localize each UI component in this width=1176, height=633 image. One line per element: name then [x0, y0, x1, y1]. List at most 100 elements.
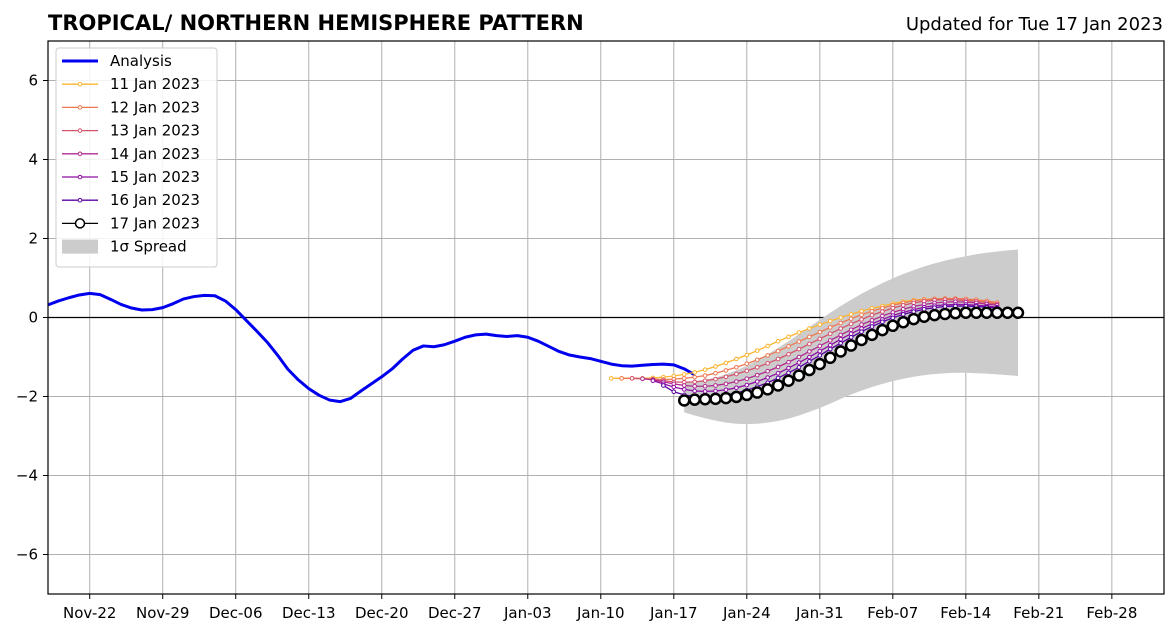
legend-swatch-marker: [77, 197, 83, 203]
forecast-point: [980, 306, 993, 320]
forecast-point: [650, 378, 656, 384]
x-tick-label: Feb-21: [1013, 604, 1064, 622]
forecast-point: [723, 381, 729, 387]
forecast-point: [817, 336, 823, 342]
forecast-point: [838, 340, 843, 346]
forecast-point: [775, 364, 781, 370]
forecast-point: [692, 370, 697, 375]
forecast-point: [796, 360, 802, 365]
legend-swatch-marker: [77, 81, 83, 87]
forecast-point: [859, 317, 864, 322]
forecast-point: [900, 312, 906, 317]
forecast-point: [771, 379, 785, 392]
x-tick-label: Nov-29: [136, 604, 189, 622]
forecast-point: [765, 375, 770, 380]
forecast-point: [796, 346, 802, 352]
forecast-point: [723, 368, 729, 373]
forecast-point: [813, 357, 827, 371]
forecast-point: [744, 368, 750, 374]
legend-label: 11 Jan 2023: [110, 75, 200, 93]
forecast-point: [723, 360, 729, 366]
forecast-point: [827, 346, 833, 352]
x-tick-label: Jan-31: [795, 604, 844, 622]
forecast-point: [807, 334, 812, 340]
forecast-point: [900, 302, 906, 308]
forecast-point: [765, 361, 770, 366]
forecast-point: [886, 319, 900, 333]
forecast-point: [990, 306, 1004, 320]
x-tick-label: Feb-14: [940, 604, 991, 622]
y-tick-label: 4: [28, 151, 38, 169]
forecast-point: [938, 307, 952, 321]
forecast-point: [880, 319, 885, 325]
y-tick-label: 2: [28, 230, 38, 248]
forecast-point: [671, 384, 677, 390]
forecast-point: [702, 383, 708, 389]
forecast-point: [844, 339, 858, 352]
forecast-point: [827, 338, 833, 343]
forecast-point: [817, 348, 823, 354]
forecast-point: [640, 376, 645, 382]
legend-label: 15 Jan 2023: [110, 168, 200, 186]
forecast-point: [692, 388, 697, 394]
forecast-point: [744, 361, 750, 367]
forecast-point: [713, 388, 718, 394]
y-tick-label: −4: [16, 467, 38, 485]
forecast-point: [761, 383, 774, 396]
forecast-point: [765, 353, 770, 358]
legend-label: 17 Jan 2023: [110, 214, 200, 232]
x-tick-label: Jan-10: [576, 604, 625, 622]
forecast-point: [970, 306, 983, 320]
forecast-point: [713, 376, 718, 382]
legend-label: Analysis: [110, 52, 172, 70]
forecast-point: [838, 332, 843, 338]
forecast-point: [775, 348, 781, 354]
x-tick-label: Jan-03: [503, 604, 552, 622]
plot-area: Nov-22 Nov-29 Dec-06 Dec-13 Dec-20 Dec-27 Jan-…: [16, 40, 1165, 622]
forecast-point: [681, 383, 687, 388]
x-tick-label: Jan-17: [649, 604, 698, 622]
forecast-point: [754, 379, 760, 384]
forecast-point: [786, 334, 791, 340]
forecast-point: [754, 357, 760, 363]
y-tick-label: 6: [28, 72, 38, 90]
forecast-point: [608, 376, 614, 381]
forecast-point: [702, 389, 708, 394]
forecast-point: [865, 328, 879, 342]
forecast-point: [734, 364, 739, 370]
forecast-point: [848, 327, 854, 333]
forecast-point: [855, 333, 868, 347]
y-tick-label: −6: [16, 546, 38, 564]
forecast-point: [754, 348, 760, 353]
forecast-point: [671, 389, 677, 395]
forecast-point: [838, 326, 843, 331]
legend-label: 14 Jan 2023: [110, 145, 200, 163]
chart-title: TROPICAL/ NORTHERN HEMISPHERE PATTERN: [48, 11, 584, 35]
chart-subtitle: Updated for Tue 17 Jan 2023: [906, 14, 1163, 35]
forecast-point: [692, 383, 697, 389]
x-tick-label: Nov-22: [63, 604, 116, 622]
forecast-point: [734, 356, 739, 362]
forecast-point: [880, 309, 885, 314]
legend: Analysis 11 Jan 2023 12 Jan 2023 13 Jan 202…: [55, 47, 218, 268]
legend-swatch-marker: [77, 105, 83, 110]
x-tick-label: Feb-28: [1086, 604, 1137, 622]
forecast-point: [817, 353, 823, 358]
forecast-point: [876, 323, 889, 337]
legend-label: 13 Jan 2023: [110, 122, 200, 140]
x-tick-label: Dec-06: [209, 604, 263, 622]
forecast-point: [629, 376, 635, 381]
forecast-point: [713, 383, 718, 388]
forecast-point: [713, 364, 718, 369]
legend-swatch-marker: [77, 151, 83, 157]
forecast-point: [792, 369, 806, 382]
forecast-point: [907, 312, 920, 326]
forecast-point: [917, 310, 931, 323]
forecast-point: [723, 374, 729, 380]
x-tick-label: Feb-07: [867, 604, 918, 622]
forecast-point: [848, 312, 854, 317]
forecast-point: [827, 331, 833, 336]
forecast-point: [786, 359, 791, 365]
y-tick-label: 0: [28, 309, 38, 327]
